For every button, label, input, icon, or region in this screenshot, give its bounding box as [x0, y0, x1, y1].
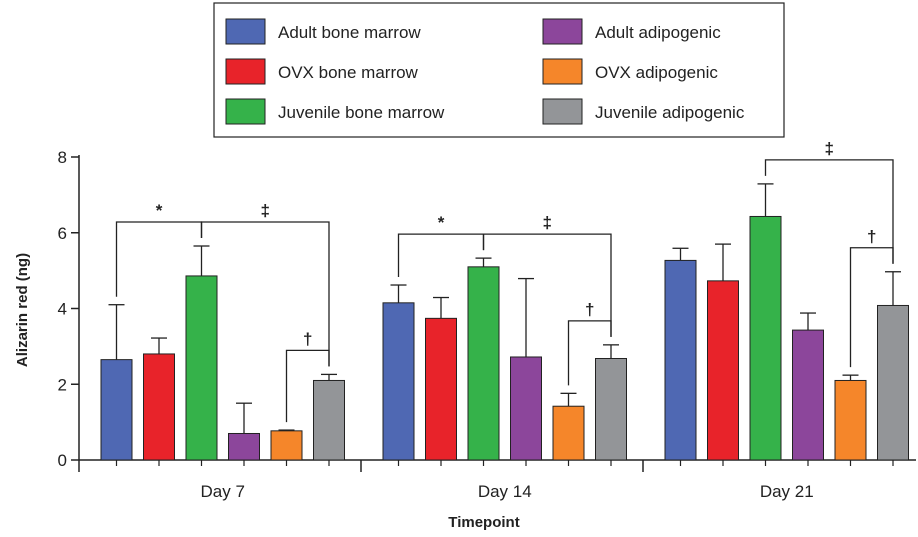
- significance-marker-dagger-5: †: [585, 300, 594, 319]
- y-tick-label-4: 8: [58, 148, 67, 167]
- bar-juvenile-bone-marrow-day-7: [185, 275, 218, 461]
- y-tick-label-0: 0: [58, 451, 67, 470]
- legend-swatch-juvenile-adipogenic: [542, 98, 583, 125]
- bars: [100, 183, 909, 461]
- legend-box: [213, 2, 785, 138]
- significance-bracket-5: [567, 320, 612, 386]
- legend-label-adult-bone-marrow: Adult bone marrow: [278, 23, 421, 42]
- chart-legend: Adult bone marrow OVX bone marrow Juvenile…: [213, 2, 785, 138]
- bar-ovx-bone-marrow-day-14: [425, 317, 457, 461]
- x-axis-title: Timepoint: [448, 514, 519, 531]
- significance-marker-double-dagger-1: ‡: [261, 201, 270, 220]
- y-axis-title: Alizarin red (ng): [14, 253, 31, 367]
- legend-label-juvenile-adipogenic: Juvenile adipogenic: [595, 103, 745, 122]
- bar-adult-bone-marrow-day-21: [664, 259, 697, 461]
- y-tick-label-2: 4: [58, 300, 67, 319]
- y-tick-label-1: 2: [58, 375, 67, 394]
- significance-bracket-4: [482, 233, 612, 337]
- legend-swatch-ovx-adipogenic: [542, 58, 583, 85]
- bar-ovx-adipogenic-day-14: [552, 405, 585, 461]
- bar-ovx-adipogenic-day-7: [270, 430, 303, 461]
- significance-bracket-6: [764, 159, 894, 264]
- legend-swatch-ovx-bone-marrow: [225, 58, 266, 85]
- x-tick-label-day-7: Day 7: [201, 482, 245, 501]
- bar-adult-bone-marrow-day-7: [100, 359, 133, 461]
- significance-marker-double-dagger-6: ‡: [825, 139, 834, 158]
- bar-juvenile-adipogenic-day-14: [595, 357, 627, 461]
- significance-marker-double-dagger-4: ‡: [543, 213, 552, 232]
- x-tick-label-day-21: Day 21: [760, 482, 814, 501]
- bar-adult-adipogenic-day-7: [228, 432, 260, 461]
- significance-marker-dagger-2: †: [303, 329, 312, 348]
- significance-bracket-2: [285, 349, 330, 423]
- x-tick-label-day-14: Day 14: [478, 482, 532, 501]
- significance-bracket-7: [849, 247, 894, 368]
- bar-ovx-bone-marrow-day-7: [143, 353, 175, 461]
- y-tick-label-3: 6: [58, 224, 67, 243]
- bar-juvenile-adipogenic-day-21: [877, 304, 909, 461]
- bar-juvenile-adipogenic-day-7: [313, 379, 345, 461]
- bar-ovx-bone-marrow-day-21: [707, 280, 739, 461]
- legend-label-ovx-adipogenic: OVX adipogenic: [595, 63, 718, 82]
- bar-juvenile-bone-marrow-day-21: [749, 215, 782, 461]
- significance-bracket-1: [200, 221, 330, 367]
- legend-swatch-adult-bone-marrow: [225, 18, 266, 45]
- bar-adult-bone-marrow-day-14: [382, 302, 415, 461]
- legend-swatch-juvenile-bone-marrow: [225, 98, 266, 125]
- significance-marker-star-3: *: [438, 213, 445, 232]
- legend-label-ovx-bone-marrow: OVX bone marrow: [278, 63, 419, 82]
- legend-label-adult-adipogenic: Adult adipogenic: [595, 23, 721, 42]
- legend-swatch-adult-adipogenic: [542, 18, 583, 45]
- bar-adult-adipogenic-day-14: [510, 356, 542, 461]
- bar-ovx-adipogenic-day-21: [834, 379, 867, 461]
- bar-adult-adipogenic-day-21: [792, 329, 824, 461]
- significance-marker-dagger-7: †: [867, 227, 876, 246]
- legend-label-juvenile-bone-marrow: Juvenile bone marrow: [278, 103, 445, 122]
- bar-juvenile-bone-marrow-day-14: [467, 266, 500, 461]
- significance-brackets: * ‡ † * ‡ † ‡ †: [115, 139, 894, 423]
- significance-marker-star-0: *: [156, 201, 163, 220]
